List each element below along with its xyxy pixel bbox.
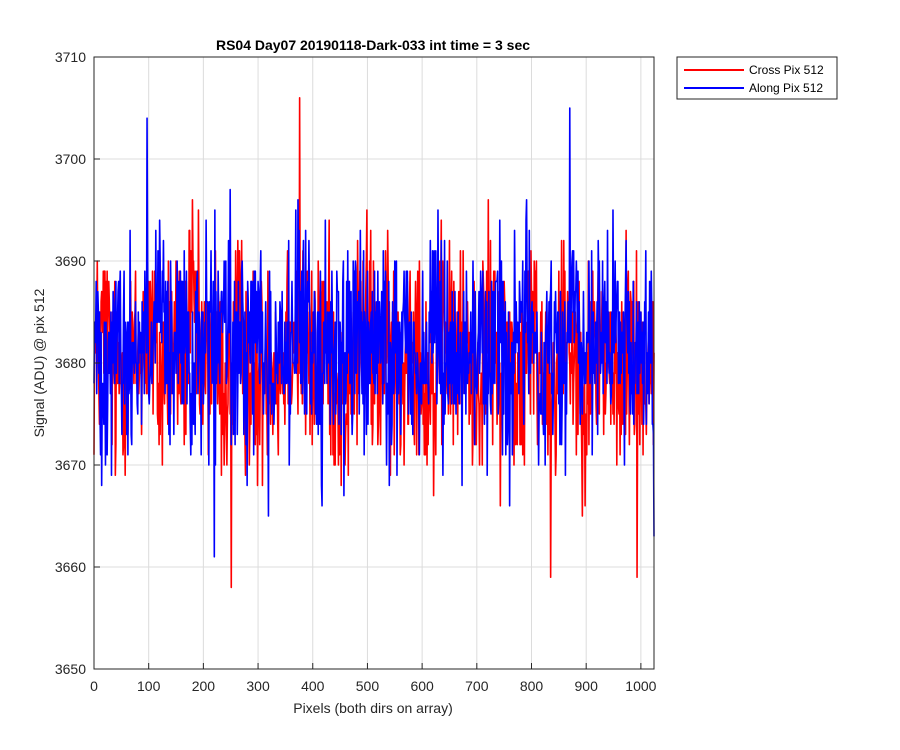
series-line-along-pix (93, 107, 655, 558)
x-axis-title: Pixels (both dirs on array) (293, 700, 453, 716)
x-tick-label: 1000 (625, 678, 656, 694)
x-tick-label: 600 (410, 678, 434, 694)
x-tick-label: 300 (246, 678, 270, 694)
x-tick-label: 700 (465, 678, 489, 694)
y-tick-label: 3650 (55, 661, 86, 677)
chart-title: RS04 Day07 20190118-Dark-033 int time = … (216, 37, 530, 53)
x-tick-label: 400 (301, 678, 325, 694)
legend-label-cross-pix: Cross Pix 512 (749, 63, 824, 77)
ticks-layer: 0 100 200 300 400 500 600 700 800 900 1000 3650 3660… (55, 49, 657, 694)
legend-box (676, 56, 838, 100)
y-tick-label: 3700 (55, 151, 86, 167)
x-tick-label: 200 (192, 678, 216, 694)
x-tick-label: 500 (356, 678, 380, 694)
y-tick-label: 3710 (55, 49, 86, 65)
series-layer (93, 97, 655, 589)
y-tick-label: 3690 (55, 253, 86, 269)
x-tick-label: 0 (90, 678, 98, 694)
y-tick-label: 3660 (55, 559, 86, 575)
y-tick-label: 3680 (55, 355, 86, 371)
legend-label-along-pix: Along Pix 512 (749, 81, 823, 95)
x-tick-label: 100 (137, 678, 161, 694)
plot-area: 0 100 200 300 400 500 600 700 800 900 1000 3650 3660… (55, 49, 657, 694)
y-tick-label: 3670 (55, 457, 86, 473)
x-tick-label: 800 (520, 678, 544, 694)
legend: Cross Pix 512 Along Pix 512 (676, 56, 838, 100)
y-axis-title: Signal (ADU) @ pix 512 (31, 288, 47, 437)
x-tick-label: 900 (575, 678, 599, 694)
